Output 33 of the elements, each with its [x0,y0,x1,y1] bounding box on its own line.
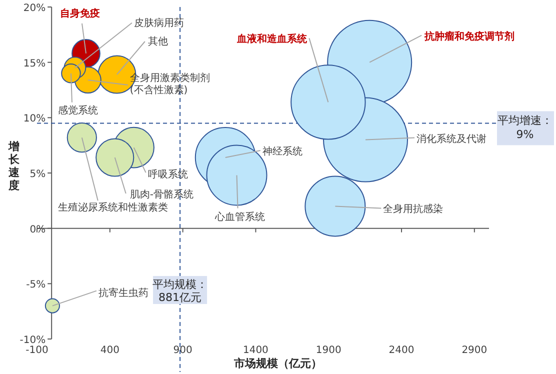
x-tick-label: 900 [173,345,192,356]
x-tick-label: 400 [100,345,120,356]
x-tick-label: 2400 [388,345,414,356]
y-tick-label: 5% [30,169,46,180]
y-tick-label: 0% [30,224,46,236]
x-axis-title: 市场规模（亿元） [233,357,322,370]
y-tick-label: 15% [23,58,46,70]
annotation: 生殖泌尿系统和性激素类 [58,202,168,214]
annotation: 血液和造血系统 [236,33,308,46]
annotation: 肌肉-骨骼系统 [130,188,194,201]
annotation: 消化系统及代谢 [416,132,486,145]
y-tick-label: 10% [23,114,46,125]
ref-line-label: 平均规模： 881亿元 [152,278,208,304]
annotation: 皮肤病用药 [134,16,184,29]
annotation: 呼吸系统 [148,168,188,181]
ref-line-label: 平均增速： 9% [498,114,552,142]
annotation: 全身用激素类制剂 (不含性激素) [130,72,210,96]
annotation: 神经系统 [262,146,302,158]
x-tick-label: -100 [26,345,48,356]
x-tick-label: 1900 [316,345,342,356]
annotation: 抗寄生虫药 [98,286,148,299]
x-tick-label: 1400 [242,345,268,356]
y-tick-label: -10% [20,335,46,346]
y-axis-title: 增长速度 [8,140,20,192]
y-tick-label: -5% [26,280,46,291]
annotation: 心血管系统 [214,211,265,224]
annotation: 自身免疫 [60,7,100,20]
y-tick-label: 20% [23,3,46,14]
annotation: 其他 [148,36,168,48]
annotation: 全身用抗感染 [383,203,444,216]
x-tick-label: 2900 [462,345,488,356]
annotation: 抗肿瘤和免疫调节剂 [424,30,515,42]
annotation: 感觉系统 [58,104,98,116]
